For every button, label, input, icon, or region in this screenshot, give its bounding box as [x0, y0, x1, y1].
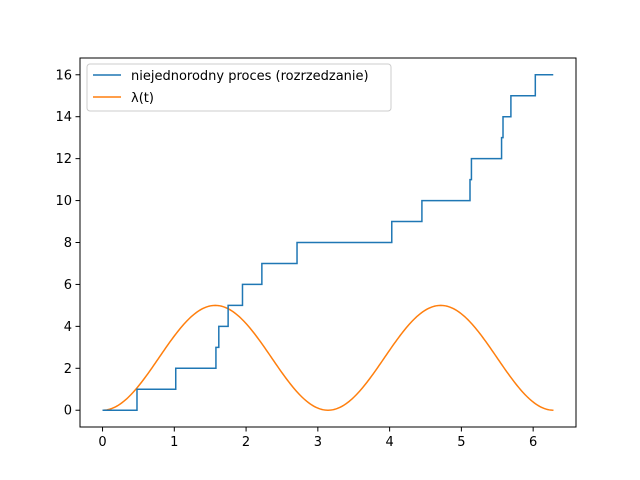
x-tick-label: 3 [314, 435, 322, 450]
series-step-line [102, 74, 554, 411]
plot-lines [102, 74, 554, 411]
series-lambda-line [102, 304, 554, 411]
y-tick-label: 14 [55, 110, 72, 125]
y-tick-label: 6 [64, 278, 72, 293]
y-tick-label: 12 [55, 152, 72, 167]
x-tick-label: 2 [242, 435, 250, 450]
y-tick-label: 10 [55, 194, 72, 209]
x-tick-label: 0 [98, 435, 106, 450]
legend-label-lambda: λ(t) [131, 91, 154, 106]
y-tick-label: 2 [64, 362, 72, 377]
x-tick-label: 1 [170, 435, 178, 450]
y-tick-label: 4 [64, 320, 72, 335]
legend-label-step: niejednorodny proces (rozrzedzanie) [131, 69, 369, 84]
legend: niejednorodny proces (rozrzedzanie) λ(t) [86, 63, 392, 112]
legend-box [86, 63, 392, 112]
y-tick-label: 0 [64, 404, 72, 419]
y-axis: 0 2 4 6 8 10 12 14 16 [55, 68, 80, 419]
x-tick-label: 4 [385, 435, 393, 450]
y-tick-label: 8 [64, 236, 72, 251]
y-tick-label: 16 [55, 68, 72, 83]
x-axis: 0 1 2 3 4 5 6 [98, 427, 537, 450]
x-tick-label: 5 [457, 435, 465, 450]
x-tick-label: 6 [529, 435, 537, 450]
